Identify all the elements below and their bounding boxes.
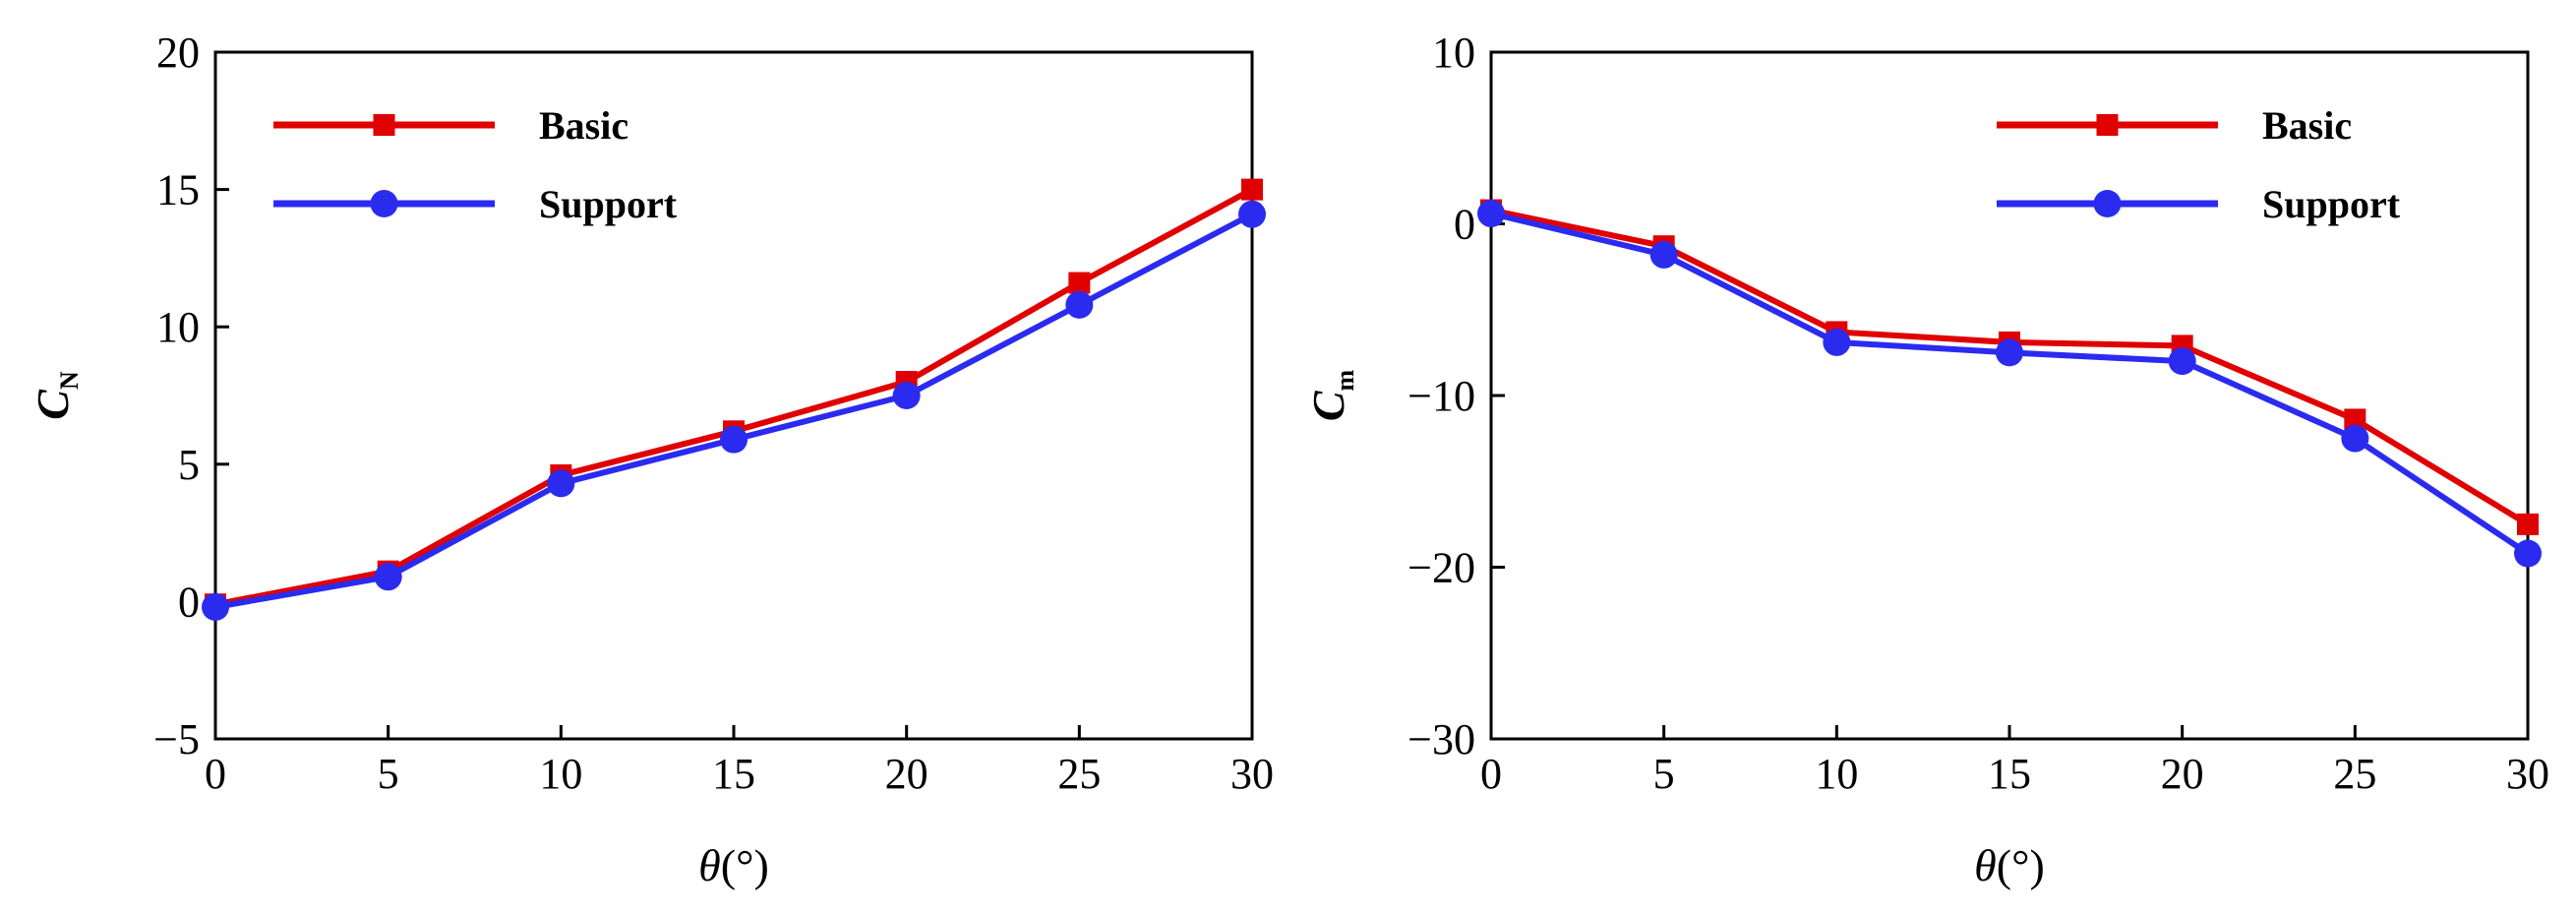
x-tick-label: 20	[2161, 750, 2204, 798]
chart-panel-2: −30 −20 −10 0 10 0 5 10 15 20 25 30 θ(°) Cm Basic Suppo…	[1303, 29, 2549, 890]
x-axis-title: θ(°)	[698, 840, 769, 890]
x-tick-label: 0	[205, 750, 226, 798]
x-tick-label: 10	[1815, 750, 1858, 798]
data-point-support	[1823, 328, 1851, 356]
legend: Basic Support	[1997, 103, 2401, 226]
y-tick-label: 20	[156, 29, 200, 77]
x-tick-label: 5	[1653, 750, 1675, 798]
series-line-support	[1490, 211, 2530, 557]
data-point-basic	[1241, 178, 1263, 201]
data-point-basic	[1068, 272, 1091, 294]
legend: Basic Support	[273, 103, 678, 226]
x-tick-label: 30	[1230, 750, 1274, 798]
y-tick-label: 15	[156, 166, 200, 214]
data-point-support	[374, 563, 402, 591]
x-tick-label: 30	[2506, 750, 2549, 798]
x-tick-label: 25	[2333, 750, 2376, 798]
x-tick-label: 15	[1988, 750, 2031, 798]
legend-marker-support	[370, 190, 398, 217]
data-point-support	[1477, 200, 1505, 228]
data-point-basic	[2517, 513, 2539, 535]
data-point-support	[720, 425, 748, 454]
data-point-support	[2514, 539, 2542, 568]
y-axis-title: Cm	[1303, 369, 1359, 421]
y-tick-label: 0	[178, 578, 200, 626]
x-tick-label: 0	[1480, 750, 1502, 798]
x-tick-label: 5	[378, 750, 399, 798]
plot-frame	[213, 50, 1254, 741]
data-point-support	[202, 592, 229, 621]
y-tick-label: 5	[178, 441, 200, 489]
plot-frame	[1489, 50, 2530, 741]
legend-marker-basic	[373, 114, 395, 136]
x-tick-label: 10	[539, 750, 582, 798]
legend-marker-basic	[2096, 114, 2119, 136]
y-tick-label: −10	[1408, 372, 1475, 420]
y-tick-label: −30	[1408, 715, 1475, 763]
y-tick-label: 10	[156, 303, 200, 351]
data-point-support	[1649, 240, 1678, 269]
y-tick-label: 10	[1432, 29, 1475, 77]
x-axis-title: θ(°)	[1974, 840, 2045, 890]
data-point-support	[2341, 424, 2369, 453]
data-point-support	[1996, 338, 2023, 367]
y-tick-label: −20	[1408, 544, 1475, 592]
y-tick-label: 0	[1454, 201, 1475, 249]
legend-label-basic: Basic	[539, 103, 629, 148]
data-point-support	[547, 469, 575, 498]
x-tick-label: 20	[885, 750, 929, 798]
data-point-support	[2168, 347, 2196, 376]
x-tick-label: 25	[1057, 750, 1101, 798]
x-tick-label: 15	[712, 750, 755, 798]
series-line-basic	[1490, 207, 2530, 527]
legend-label-support: Support	[539, 182, 678, 226]
data-point-basic	[2344, 408, 2366, 431]
data-point-support	[892, 382, 921, 409]
series-line-basic	[214, 186, 1254, 608]
legend-label-support: Support	[2262, 182, 2401, 226]
legend-label-basic: Basic	[2262, 103, 2352, 148]
data-point-support	[1065, 290, 1094, 319]
data-point-support	[1238, 200, 1266, 228]
legend-marker-support	[2093, 190, 2122, 217]
y-tick-label: −5	[153, 715, 200, 763]
y-axis-title: CN	[28, 371, 84, 420]
